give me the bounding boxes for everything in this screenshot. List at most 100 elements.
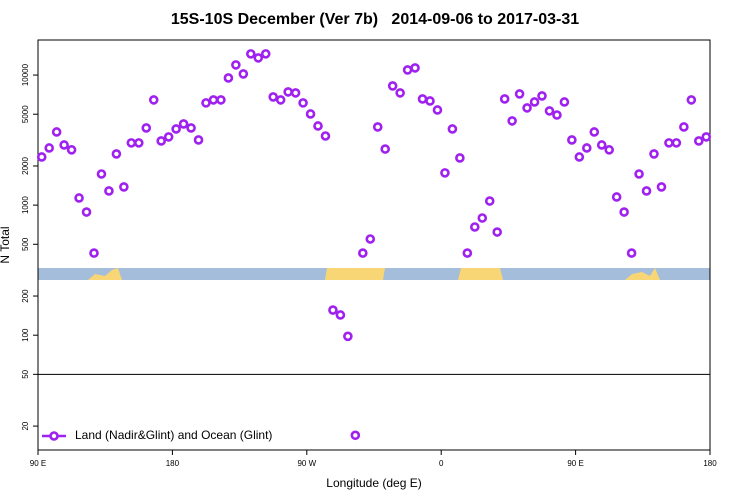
x-tick-label: 0 <box>439 459 444 468</box>
point <box>380 144 391 154</box>
x-tick-label: 90 W <box>297 459 316 468</box>
point <box>395 88 405 98</box>
point <box>372 122 383 132</box>
y-tick-label: 100 <box>21 328 30 342</box>
point <box>44 143 55 153</box>
point <box>171 124 181 134</box>
y-axis-label: N Total <box>0 226 12 263</box>
point <box>148 95 159 105</box>
point <box>305 109 316 119</box>
legend-label: Land (Nadir&Glint) and Ocean (Glint) <box>75 428 272 442</box>
point <box>559 97 570 107</box>
point <box>529 97 540 107</box>
point <box>462 248 473 258</box>
point <box>484 196 495 206</box>
point <box>544 106 555 116</box>
point <box>410 63 420 73</box>
point <box>313 121 323 131</box>
chart-title: 15S-10S December (Ver 7b) 2014-09-06 to … <box>171 11 579 28</box>
point <box>111 149 122 159</box>
land <box>325 268 385 280</box>
y-tick-label: 5000 <box>21 105 30 123</box>
point <box>537 91 547 101</box>
point <box>552 110 562 120</box>
point <box>268 92 279 102</box>
point <box>335 310 346 320</box>
point <box>231 60 241 70</box>
point <box>387 81 398 91</box>
point <box>626 248 637 258</box>
point <box>96 169 107 179</box>
point <box>365 234 376 244</box>
point <box>283 87 293 97</box>
point <box>469 222 480 232</box>
point <box>514 89 525 99</box>
point <box>522 103 532 113</box>
point <box>343 331 353 342</box>
point <box>275 95 286 105</box>
point <box>119 182 129 192</box>
point <box>320 131 331 141</box>
point <box>664 138 674 148</box>
point <box>350 430 361 441</box>
point <box>163 132 174 142</box>
point <box>246 49 256 59</box>
land <box>88 268 122 280</box>
point <box>432 105 443 115</box>
point <box>156 136 166 146</box>
point <box>290 88 301 98</box>
point <box>81 207 92 217</box>
point <box>589 127 600 137</box>
point <box>417 94 428 104</box>
point <box>641 186 652 196</box>
point <box>649 149 659 159</box>
point <box>59 140 69 150</box>
point <box>201 98 211 108</box>
x-tick-label: 90 E <box>30 459 46 468</box>
point <box>74 193 84 203</box>
point <box>611 192 622 202</box>
y-tick-label: 200 <box>21 289 30 303</box>
legend-marker <box>49 431 59 441</box>
y-tick-label: 20 <box>21 421 30 430</box>
land <box>458 268 503 280</box>
point <box>208 95 219 105</box>
point <box>193 135 204 145</box>
point <box>581 143 592 153</box>
land <box>625 268 660 280</box>
point <box>298 98 308 108</box>
point <box>216 95 226 105</box>
point <box>238 69 249 79</box>
point <box>447 124 458 134</box>
point <box>679 122 689 132</box>
point <box>686 95 697 105</box>
point <box>89 248 99 258</box>
point <box>134 138 144 148</box>
point <box>186 123 196 133</box>
point <box>104 186 114 196</box>
point <box>253 53 264 63</box>
y-tick-label: 10000 <box>21 63 30 86</box>
x-axis-label: Longitude (deg E) <box>326 476 421 490</box>
point <box>499 94 510 104</box>
point <box>634 169 644 179</box>
point <box>36 152 47 162</box>
point <box>425 96 435 106</box>
point <box>492 227 503 237</box>
x-tick-label: 180 <box>166 459 180 468</box>
point <box>440 168 450 178</box>
x-tick-label: 90 E <box>567 459 583 468</box>
point <box>701 132 712 142</box>
y-tick-label: 50 <box>21 369 30 378</box>
point <box>507 116 517 126</box>
y-tick-label: 1000 <box>21 196 30 214</box>
point <box>671 138 682 148</box>
x-tick-label: 180 <box>703 459 717 468</box>
point <box>619 207 629 217</box>
point <box>477 213 488 223</box>
point <box>693 136 704 146</box>
point <box>66 145 77 155</box>
y-tick-label: 500 <box>21 237 30 251</box>
point <box>126 138 137 148</box>
